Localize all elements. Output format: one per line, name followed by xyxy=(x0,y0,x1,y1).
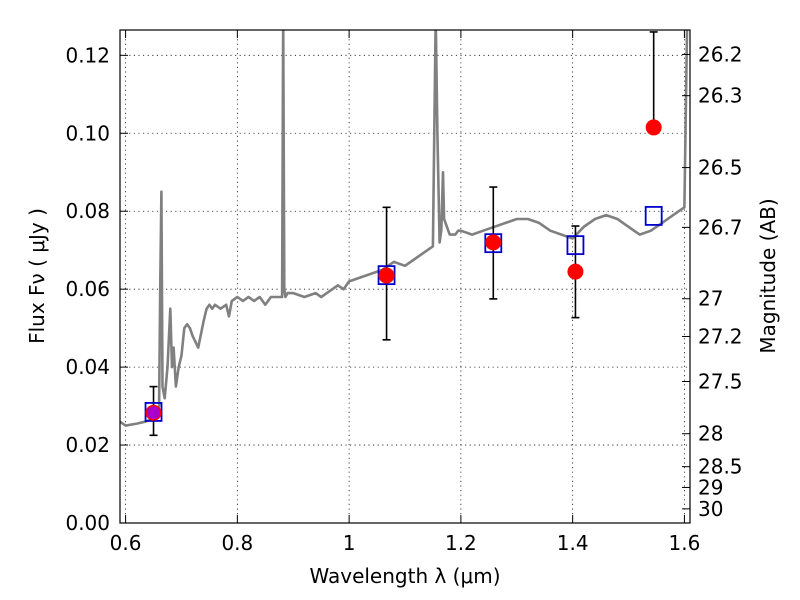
model-photometry-squares xyxy=(144,205,663,422)
observed-point xyxy=(567,263,584,280)
observed-point xyxy=(378,267,395,284)
y2-tick-label: 28.5 xyxy=(698,455,743,479)
model-square xyxy=(144,402,163,422)
y2-tick-label: 28 xyxy=(698,422,723,446)
y-tick-label: 0.06 xyxy=(65,277,110,301)
y2-tick-label: 26.2 xyxy=(698,42,743,66)
model-square xyxy=(566,235,585,256)
y-tick-label: 0.12 xyxy=(65,43,110,67)
y-tick-label: 0.00 xyxy=(65,511,110,535)
model-square xyxy=(377,265,396,286)
model-square xyxy=(644,205,663,226)
y2-tick-label: 26.3 xyxy=(698,84,743,108)
y2-tick-label: 26.7 xyxy=(698,215,743,239)
model-spectrum xyxy=(120,30,689,427)
observed-point xyxy=(645,119,662,136)
tick-labels: 0.6 0.8 1 1.2 1.4 1.6 0.00 0.02 0.04 0.06 0.08 0.10… xyxy=(65,42,742,555)
y2-tick-label: 26.5 xyxy=(698,156,743,180)
x-tick-label: 1.2 xyxy=(445,531,477,555)
grid-lines xyxy=(120,30,690,523)
y-tick-label: 0.08 xyxy=(65,199,110,223)
y2-tick-label: 30 xyxy=(698,497,723,521)
y2-tick-label: 27.2 xyxy=(698,324,743,348)
x-tick-label: 1.6 xyxy=(669,531,701,555)
plot-frame xyxy=(119,29,691,524)
model-square xyxy=(484,233,503,254)
y2-tick-label: 27 xyxy=(698,287,723,311)
y2-tick-label: 29 xyxy=(698,475,723,499)
observed-point xyxy=(485,234,502,251)
observed-points xyxy=(145,119,662,421)
y-axis-label: Flux Fν ( μJy ) xyxy=(25,208,49,344)
y-tick-label: 0.04 xyxy=(65,355,110,379)
y-tick-label: 0.02 xyxy=(65,433,110,457)
error-bars xyxy=(149,31,658,437)
y-tick-label: 0.10 xyxy=(65,121,110,145)
x-tick-label: 0.6 xyxy=(110,531,142,555)
axis-ticks xyxy=(120,30,690,524)
x-tick-label: 1.4 xyxy=(557,531,589,555)
spectrum-line xyxy=(120,30,689,427)
x-tick-label: 1 xyxy=(343,531,356,555)
x-tick-label: 0.8 xyxy=(221,531,253,555)
y2-axis-label: Magnitude (AB) xyxy=(756,198,780,353)
x-axis-label: Wavelength λ (μm) xyxy=(309,564,500,588)
overlap-point xyxy=(147,406,161,420)
y2-tick-label: 27.5 xyxy=(698,370,743,394)
